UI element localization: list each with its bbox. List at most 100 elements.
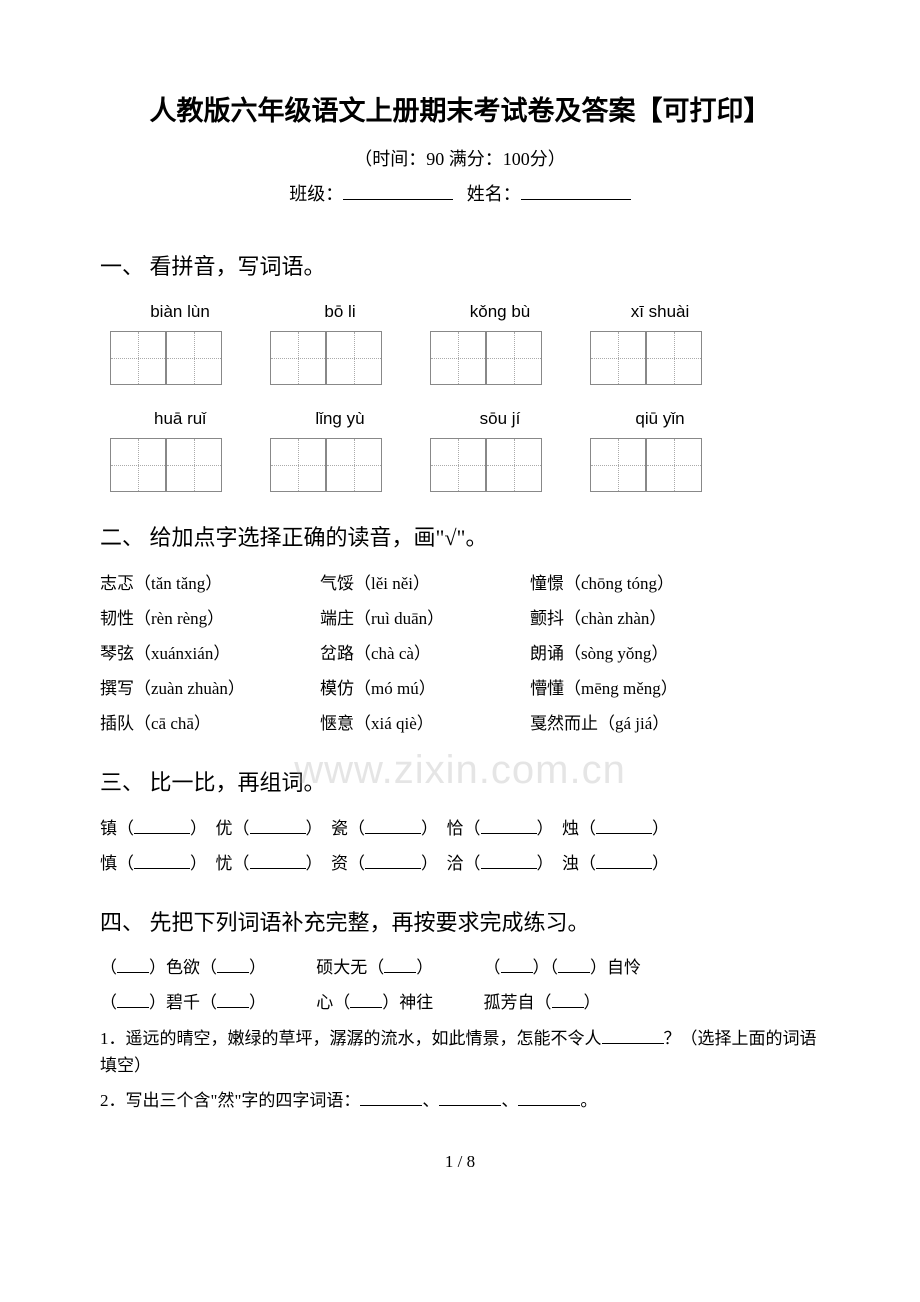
q2-item: 岔路（chà cà） — [320, 640, 530, 667]
class-label: 班级： — [289, 184, 343, 204]
blank — [558, 972, 590, 973]
charbox-pair — [590, 331, 710, 385]
blank — [217, 1007, 249, 1008]
blank — [384, 972, 416, 973]
char-box — [270, 438, 326, 492]
pinyin-label: qiū yǐn — [600, 405, 720, 432]
q3-char: 镇 — [100, 819, 117, 838]
q4-text: 硕大无 — [316, 958, 367, 977]
q3-row-1: 镇（） 优（） 瓷（） 恰（） 烛（） — [100, 815, 820, 842]
char-box — [110, 438, 166, 492]
q2-item: 气馁（lěi něi） — [320, 570, 530, 597]
q2-item: 惬意（xiá qiè） — [320, 710, 530, 737]
q3-char: 优 — [216, 819, 233, 838]
q2-item: 端庄（ruì duān） — [320, 605, 530, 632]
section3-heading: 三、 比一比，再组词。 — [100, 765, 820, 800]
charbox-pair — [270, 438, 390, 492]
blank — [217, 972, 249, 973]
q2-item: 懵懂（mēng měng） — [530, 675, 750, 702]
q2-row: 琴弦（xuánxián） 岔路（chà cà） 朗诵（sòng yǒng） — [100, 640, 820, 667]
char-box — [486, 331, 542, 385]
q4-text: 碧千 — [166, 993, 200, 1012]
blank — [134, 868, 190, 869]
charbox-row-1 — [100, 331, 820, 385]
q4-text: 神往 — [399, 993, 433, 1012]
charbox-pair — [110, 331, 230, 385]
blank — [350, 1007, 382, 1008]
q3-char: 浊 — [562, 854, 579, 873]
charbox-row-2 — [100, 438, 820, 492]
charbox-pair — [430, 331, 550, 385]
q2-item: 韧性（rèn rèng） — [100, 605, 320, 632]
charbox-pair — [110, 438, 230, 492]
q2-item: 志忑（tǎn tǎng） — [100, 570, 320, 597]
blank — [360, 1105, 422, 1106]
q3-char: 烛 — [562, 819, 579, 838]
blank — [481, 868, 537, 869]
char-box — [646, 438, 702, 492]
name-blank — [521, 199, 631, 200]
char-box — [430, 331, 486, 385]
q2-row: 撰写（zuàn zhuàn） 模仿（mó mú） 懵懂（mēng měng） — [100, 675, 820, 702]
pinyin-label: bō li — [280, 298, 400, 325]
pinyin-label: lǐng yù — [280, 405, 400, 432]
q3-char: 忧 — [216, 854, 233, 873]
q2-item: 颤抖（chàn zhàn） — [530, 605, 750, 632]
section4-heading: 四、 先把下列词语补充完整，再按要求完成练习。 — [100, 905, 820, 940]
char-box — [590, 331, 646, 385]
blank — [501, 972, 533, 973]
char-box — [166, 331, 222, 385]
q2-row: 插队（cā chā） 惬意（xiá qiè） 戛然而止（gá jiá） — [100, 710, 820, 737]
doc-subtitle: （时间：90 满分：100分） — [100, 145, 820, 174]
q2-item: 插队（cā chā） — [100, 710, 320, 737]
pinyin-label: sōu jí — [440, 405, 560, 432]
q2-item: 琴弦（xuánxián） — [100, 640, 320, 667]
charbox-pair — [430, 438, 550, 492]
blank — [602, 1043, 664, 1044]
section2-heading: 二、 给加点字选择正确的读音，画"√"。 — [100, 520, 820, 555]
doc-title: 人教版六年级语文上册期末考试卷及答案【可打印】 — [100, 90, 820, 133]
char-box — [430, 438, 486, 492]
q4-text: 自怜 — [607, 958, 641, 977]
q4-text: 心 — [316, 993, 333, 1012]
pinyin-label: xī shuài — [600, 298, 720, 325]
blank — [481, 833, 537, 834]
char-box — [486, 438, 542, 492]
q2-row: 韧性（rèn rèng） 端庄（ruì duān） 颤抖（chàn zhàn） — [100, 605, 820, 632]
q3-char: 慎 — [100, 854, 117, 873]
q2-item: 戛然而止（gá jiá） — [530, 710, 750, 737]
q4-line-1: （）色欲（） 硕大无（） （）（）自怜 — [100, 954, 820, 981]
pinyin-row-1: biàn lùn bō li kǒng bù xī shuài — [100, 298, 820, 325]
char-box — [646, 331, 702, 385]
blank — [596, 833, 652, 834]
char-box — [110, 331, 166, 385]
pinyin-label: huā ruǐ — [120, 405, 240, 432]
blank — [134, 833, 190, 834]
char-box — [326, 438, 382, 492]
q2-item: 撰写（zuàn zhuàn） — [100, 675, 320, 702]
info-line: 班级： 姓名： — [100, 180, 820, 209]
blank — [596, 868, 652, 869]
q2-row: 志忑（tǎn tǎng） 气馁（lěi něi） 憧憬（chōng tóng） — [100, 570, 820, 597]
q4-q2-text: 2．写出三个含"然"字的四字词语： — [100, 1091, 360, 1110]
q2-item: 模仿（mó mú） — [320, 675, 530, 702]
q4-q1: 1．遥远的晴空，嫩绿的草坪，潺潺的流水，如此情景，怎能不令人？（选择上面的词语填… — [100, 1025, 820, 1079]
blank — [250, 868, 306, 869]
blank — [117, 1007, 149, 1008]
q3-row-2: 慎（） 忧（） 资（） 洽（） 浊（） — [100, 850, 820, 877]
blank — [552, 1007, 584, 1008]
pinyin-label: kǒng bù — [440, 298, 560, 325]
section1-heading: 一、 看拼音，写词语。 — [100, 249, 820, 284]
q3-char: 资 — [331, 854, 348, 873]
q4-q1-text: 1．遥远的晴空，嫩绿的草坪，潺潺的流水，如此情景，怎能不令人 — [100, 1029, 602, 1048]
q4-text: 色欲 — [166, 958, 200, 977]
charbox-pair — [270, 331, 390, 385]
char-box — [166, 438, 222, 492]
q4-text: 孤芳自 — [484, 993, 535, 1012]
blank — [439, 1105, 501, 1106]
blank — [117, 972, 149, 973]
char-box — [326, 331, 382, 385]
blank — [518, 1105, 580, 1106]
q3-char: 洽 — [447, 854, 464, 873]
page-footer: 1 / 8 — [100, 1148, 820, 1175]
